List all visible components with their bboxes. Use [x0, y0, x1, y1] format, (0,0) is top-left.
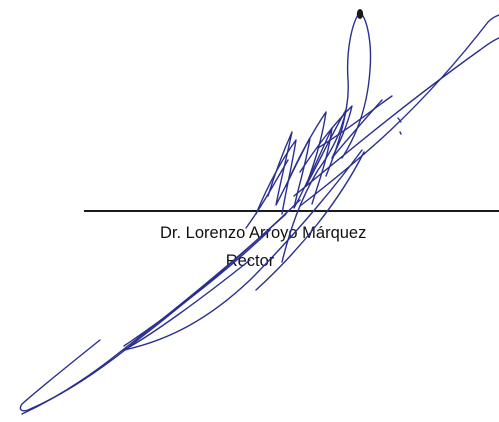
signer-title: Rector [225, 252, 275, 270]
signature-line [84, 210, 499, 212]
signer-name: Dr. Lorenzo Arroyo Márquez [160, 224, 367, 242]
